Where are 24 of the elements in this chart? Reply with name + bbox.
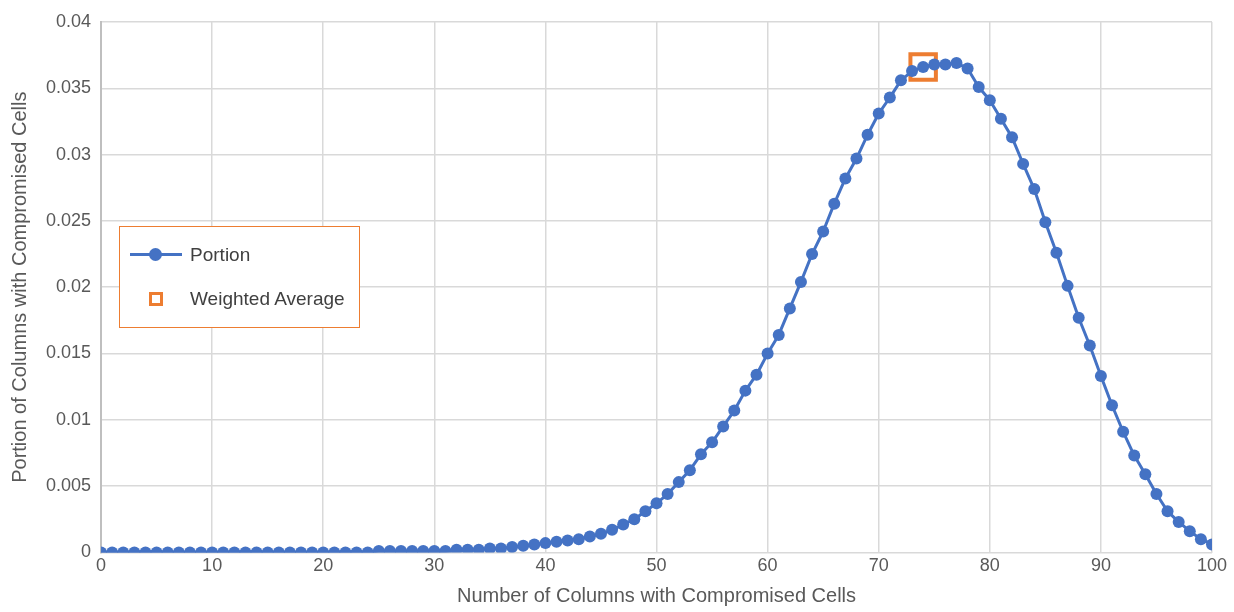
x-axis-title: Number of Columns with Compromised Cells (457, 583, 857, 606)
x-tick-label: 70 (868, 555, 889, 576)
y-tick-label: 0.04 (56, 10, 92, 31)
legend-label: Portion (190, 244, 251, 267)
x-tick-label: 90 (1090, 555, 1111, 576)
x-tick-label: 60 (757, 555, 778, 576)
y-tick-label: 0.025 (46, 209, 92, 230)
x-tick-label: 80 (979, 555, 1000, 576)
legend-label: Weighted Average (190, 288, 345, 311)
x-tick-label: 50 (646, 555, 667, 576)
x-tick-label: 40 (535, 555, 556, 576)
y-tick-label: 0.035 (46, 77, 92, 98)
y-tick-label: 0.005 (46, 475, 92, 496)
x-tick-label: 30 (424, 555, 445, 576)
x-tick-label: 100 (1196, 555, 1228, 576)
x-tick-label: 10 (202, 555, 223, 576)
y-tick-label: 0.03 (56, 143, 92, 164)
y-tick-label: 0 (81, 541, 92, 562)
y-tick-label: 0.02 (56, 276, 92, 297)
y-axis-title: Portion of Columns with Compromised Cells (7, 91, 30, 483)
y-tick-label: 0.01 (56, 408, 92, 429)
y-tick-label: 0.015 (46, 342, 92, 363)
x-tick-label: 0 (96, 555, 107, 576)
x-tick-label: 20 (313, 555, 334, 576)
